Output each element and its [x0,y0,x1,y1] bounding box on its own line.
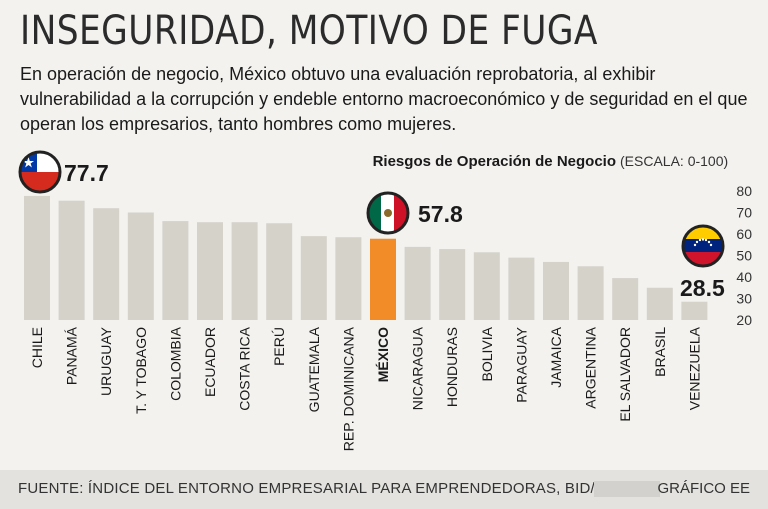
x-label-10: MÉXICO [375,327,391,382]
y-tick-60: 60 [736,226,752,242]
y-tick-30: 30 [736,291,752,307]
x-label-16: ARGENTINA [583,326,599,408]
y-tick-80: 80 [736,183,752,199]
bar-2 [93,208,120,320]
annotation-chile-value: 77.7 [64,160,109,186]
bar-16 [577,266,604,320]
x-label-12: HONDURAS [444,327,460,407]
x-label-13: BOLIVIA [479,326,495,381]
x-label-0: CHILE [29,327,45,368]
x-label-3: T. Y TOBAGO [133,327,149,414]
chart-title: Riesgos de Operación de Negocio [373,153,616,170]
venezuela-flag-icon [681,224,725,268]
x-label-9: REP. DOMINICANA [340,326,356,451]
bar-15 [543,261,569,320]
bar-7 [266,223,293,320]
annotation-mexico-value: 57.8 [418,201,463,227]
bar-10 [370,238,396,320]
bar-5 [197,222,223,320]
x-label-8: GUATEMALA [306,326,322,412]
x-label-6: COSTA RICA [237,326,253,410]
bar-19 [681,301,708,320]
x-label-7: PERÚ [271,327,287,366]
redacted-block [594,481,660,497]
chile-flag-icon [18,150,62,194]
x-label-5: ECUADOR [202,327,218,397]
x-label-14: PARAGUAY [513,326,529,402]
x-label-2: URUGUAY [98,326,114,396]
bar-4 [162,221,189,320]
bar-9 [335,237,362,320]
x-label-11: NICARAGUA [410,326,426,410]
bar-6 [231,222,258,320]
x-label-18: BRASIL [652,327,668,377]
y-tick-50: 50 [736,248,752,264]
x-label-17: EL SALVADOR [617,327,633,422]
y-tick-20: 20 [736,312,752,328]
x-label-19: VENEZUELA [686,326,702,410]
bar-13 [473,252,500,320]
x-label-15: JAMAICA [548,326,564,387]
annotation-venezuela-value: 28.5 [680,275,725,301]
bar-11 [404,246,431,320]
graphic-credit: GRÁFICO EE [657,480,750,497]
x-label-1: PANAMÁ [64,326,80,385]
bar-18 [646,287,673,320]
mexico-flag-icon [366,191,410,235]
bar-chart: 20 30 40 50 60 70 80 CHILE PANAMÁ URUGUAY T. Y TO… [18,150,752,451]
chart-scale-note: (ESCALA: 0-100) [620,153,728,169]
subtitle: En operación de negocio, México obtuvo u… [20,64,748,134]
y-tick-70: 70 [736,205,752,221]
y-tick-40: 40 [736,269,752,285]
bar-1 [58,200,85,320]
bar-8 [300,236,327,320]
bar-12 [439,249,466,320]
bar-3 [127,212,154,320]
x-label-4: COLOMBIA [167,326,183,401]
page-title: INSEGURIDAD, MOTIVO DE FUGA [20,8,598,54]
bar-0 [24,195,50,320]
source-note: FUENTE: ÍNDICE DEL ENTORNO EMPRESARIAL P… [18,480,625,497]
bar-17 [612,278,639,320]
bar-14 [508,257,535,320]
